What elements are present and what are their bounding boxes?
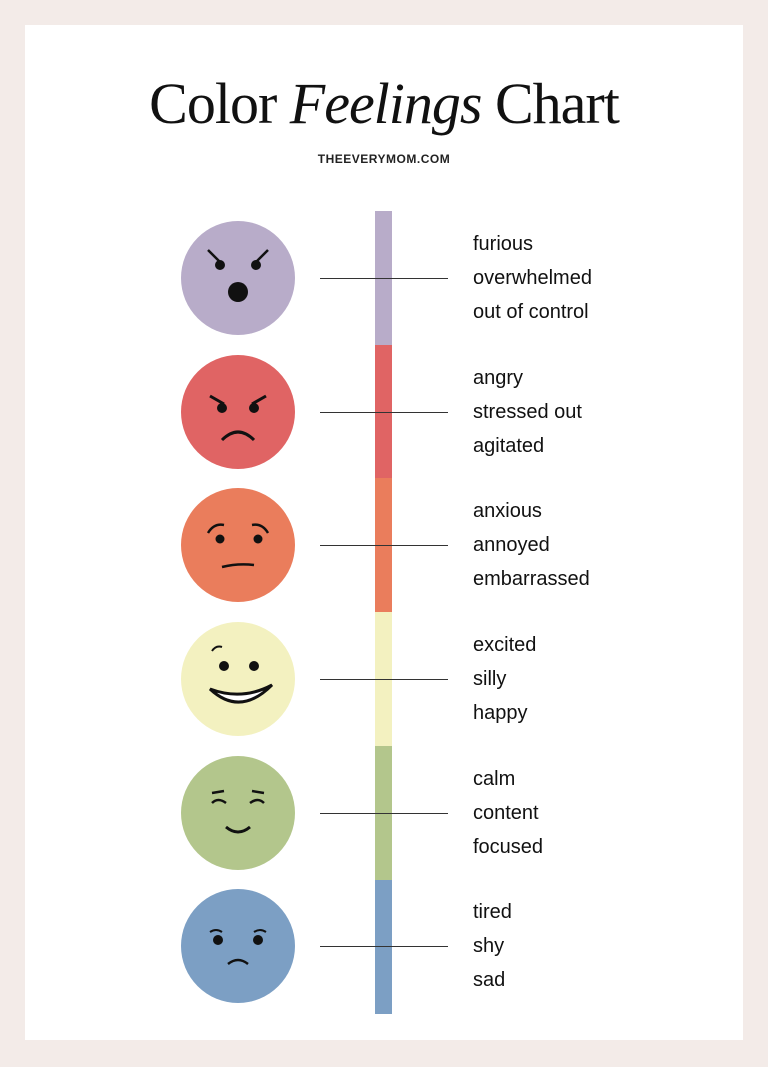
- angry-face-icon: [180, 354, 296, 470]
- feeling-label: calm: [473, 768, 516, 790]
- feeling-label: content: [473, 802, 539, 824]
- connector-line: [320, 412, 448, 413]
- worried-face-icon: [180, 487, 296, 603]
- feeling-label: angry: [473, 367, 524, 389]
- feeling-label: shy: [473, 935, 505, 957]
- feeling-label: agitated: [473, 435, 545, 457]
- feeling-label: tired: [473, 901, 512, 923]
- feelings-list: excited silly happy: [473, 628, 536, 730]
- connector-line: [320, 278, 448, 279]
- shocked-angry-face-icon: [180, 220, 296, 336]
- feeling-label: silly: [473, 668, 507, 690]
- feeling-label: focused: [473, 836, 544, 858]
- feeling-label: embarrassed: [473, 568, 590, 590]
- feeling-label: out of control: [473, 301, 589, 323]
- feelings-list: anxious annoyed embarrassed: [473, 494, 590, 596]
- feeling-label: sad: [473, 969, 506, 991]
- feelings-list: tired shy sad: [473, 895, 512, 997]
- feelings-list: calm content focused: [473, 762, 543, 864]
- feeling-label: anxious: [473, 500, 542, 522]
- connector-line: [320, 946, 448, 947]
- feelings-list: furious overwhelmed out of control: [473, 227, 592, 329]
- content-face-icon: [180, 755, 296, 871]
- feeling-label: annoyed: [473, 534, 550, 556]
- big-smile-face-icon: [180, 621, 296, 737]
- feelings-list: angry stressed out agitated: [473, 361, 582, 463]
- feeling-label: excited: [473, 634, 537, 656]
- page-title: Color Feelings Chart: [149, 71, 620, 136]
- connector-line: [320, 545, 448, 546]
- connector-line: [320, 679, 448, 680]
- feeling-label: overwhelmed: [473, 267, 592, 289]
- feeling-label: furious: [473, 233, 534, 255]
- feeling-label: stressed out: [473, 401, 582, 423]
- site-url: THEEVERYMOM.COM: [317, 152, 451, 166]
- connector-line: [320, 813, 448, 814]
- feeling-label: happy: [473, 702, 528, 724]
- sad-face-icon: [180, 888, 296, 1004]
